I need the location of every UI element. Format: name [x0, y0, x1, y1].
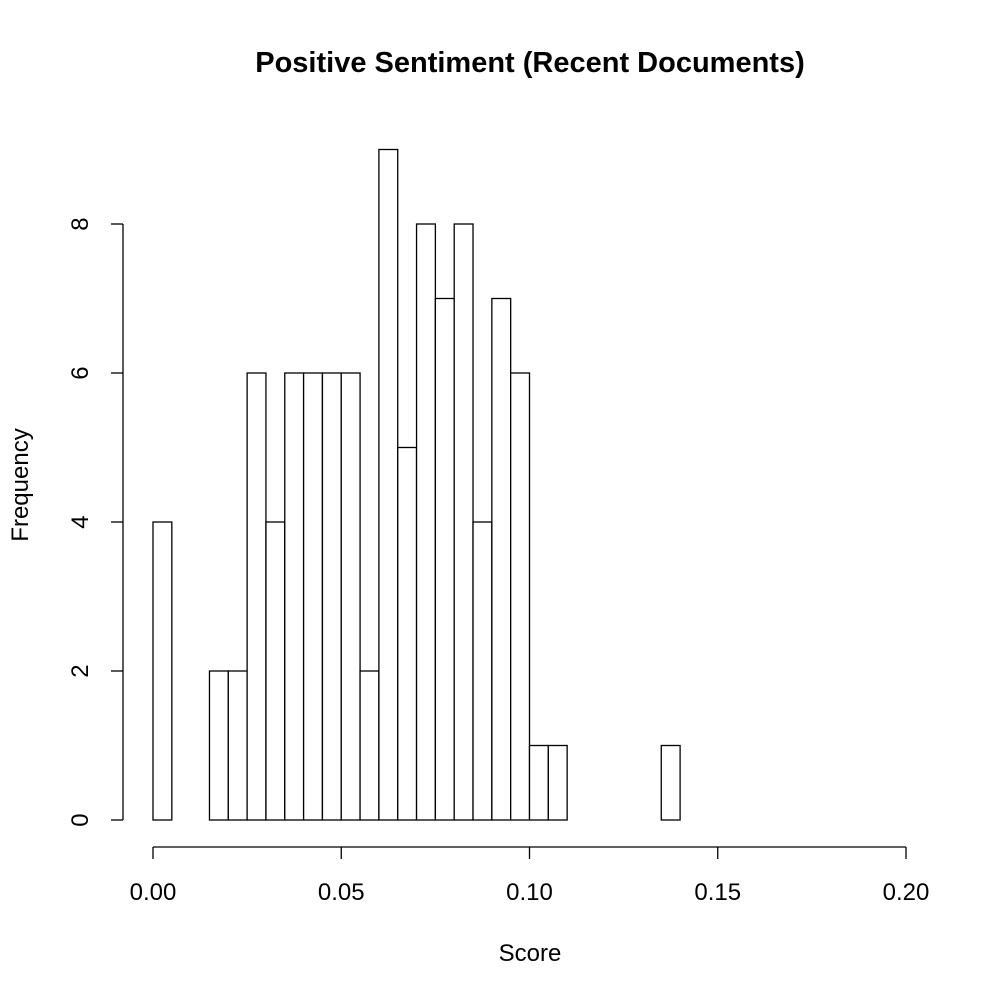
histogram-bar [434, 297, 455, 821]
histogram-bar [491, 297, 512, 821]
histogram-bar [510, 372, 531, 821]
histogram-bar [472, 521, 493, 821]
x-tick-label: 0.05 [318, 879, 365, 906]
y-axis-title: Frequency [7, 428, 34, 541]
histogram-bar [660, 744, 681, 821]
y-tick-label: 0 [67, 813, 94, 826]
histogram-bar [265, 521, 286, 821]
histogram-bar [547, 744, 568, 821]
histogram-bar [152, 521, 173, 821]
histogram-bar [284, 372, 305, 821]
histogram-bar [246, 372, 267, 821]
histogram-bar [397, 446, 418, 821]
chart-title: Positive Sentiment (Recent Documents) [255, 47, 805, 79]
histogram-bar [415, 223, 437, 821]
x-axis: 0.00 0.05 0.10 0.15 0.20 [130, 846, 930, 906]
y-tick-label: 4 [67, 515, 94, 528]
histogram-bar [378, 148, 399, 821]
histogram-bar [359, 670, 380, 821]
y-tick-label: 6 [67, 366, 94, 379]
x-tick-label: 0.20 [883, 879, 930, 906]
histogram-bar [302, 372, 324, 821]
histogram-bar [208, 670, 229, 821]
bars-group [152, 148, 681, 821]
histogram-bar [227, 670, 248, 821]
x-tick-label: 0.00 [130, 879, 177, 906]
x-axis-title: Score [499, 940, 562, 967]
x-tick-label: 0.10 [506, 879, 553, 906]
histogram-bar [528, 744, 549, 821]
histogram-bar [321, 372, 342, 821]
y-axis: 0 2 4 6 8 [67, 217, 124, 827]
x-tick-label: 0.15 [694, 879, 741, 906]
histogram-bar [340, 372, 361, 821]
y-tick-label: 2 [67, 664, 94, 677]
histogram-bar [453, 223, 474, 821]
y-tick-label: 8 [67, 217, 94, 230]
